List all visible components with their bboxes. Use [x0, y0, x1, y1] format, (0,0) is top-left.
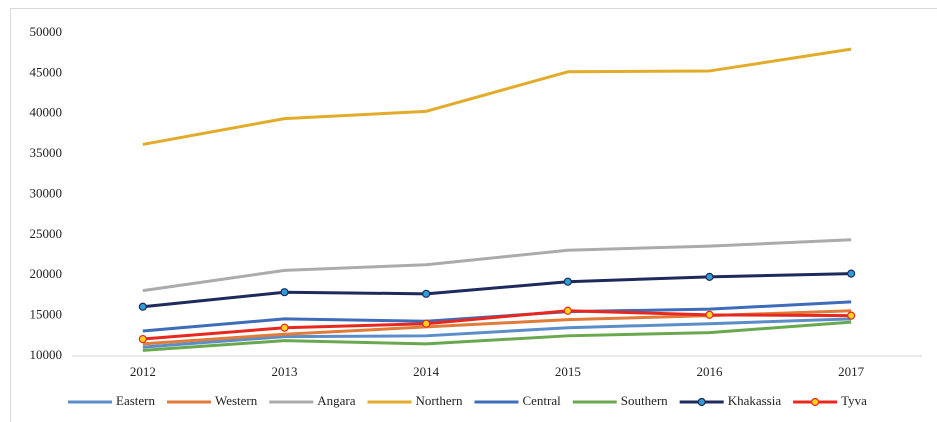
x-tick-label: 2015 [555, 364, 581, 379]
x-tick-label: 2013 [272, 364, 298, 379]
y-tick-label: 35000 [30, 145, 63, 160]
y-tick-label: 25000 [30, 226, 63, 241]
series-marker [422, 289, 431, 298]
legend-label: Northern [416, 393, 463, 408]
series-marker [705, 272, 714, 281]
series-marker [280, 288, 289, 297]
x-tick-label: 2014 [413, 364, 440, 379]
x-tick-label: 2017 [838, 364, 865, 379]
legend-marker [697, 397, 706, 407]
series-marker [422, 319, 431, 328]
series-marker [847, 311, 856, 320]
y-tick-label: 45000 [30, 64, 63, 79]
series-marker [705, 310, 714, 319]
y-tick-label: 20000 [30, 266, 63, 281]
series-line [142, 317, 852, 349]
series-marker [563, 277, 572, 286]
series-line [142, 320, 852, 352]
legend-label: Western [215, 393, 258, 408]
legend-marker [811, 397, 820, 407]
y-tick-label: 40000 [30, 105, 63, 120]
legend-label: Central [522, 393, 561, 408]
y-tick-label: 15000 [30, 307, 63, 322]
series-line [142, 238, 852, 293]
series-line [142, 47, 852, 146]
series-marker [563, 306, 572, 315]
series-marker [138, 302, 147, 311]
series-line [142, 309, 852, 341]
x-tick-label: 2012 [130, 364, 156, 379]
series-line [142, 272, 852, 309]
series-marker [847, 269, 856, 278]
legend-label: Angara [317, 393, 355, 408]
legend-label: Tyva [841, 393, 867, 408]
legend-label: Southern [621, 393, 668, 408]
series-marker [280, 323, 289, 332]
legend-label: Khakassia [728, 393, 782, 408]
y-tick-label: 30000 [30, 185, 63, 200]
y-tick-label: 50000 [30, 24, 63, 39]
y-tick-label: 10000 [30, 347, 63, 362]
x-tick-label: 2016 [697, 364, 724, 379]
series-marker [138, 334, 147, 344]
legend-label: Eastern [116, 393, 155, 408]
chart-frame [10, 8, 937, 422]
